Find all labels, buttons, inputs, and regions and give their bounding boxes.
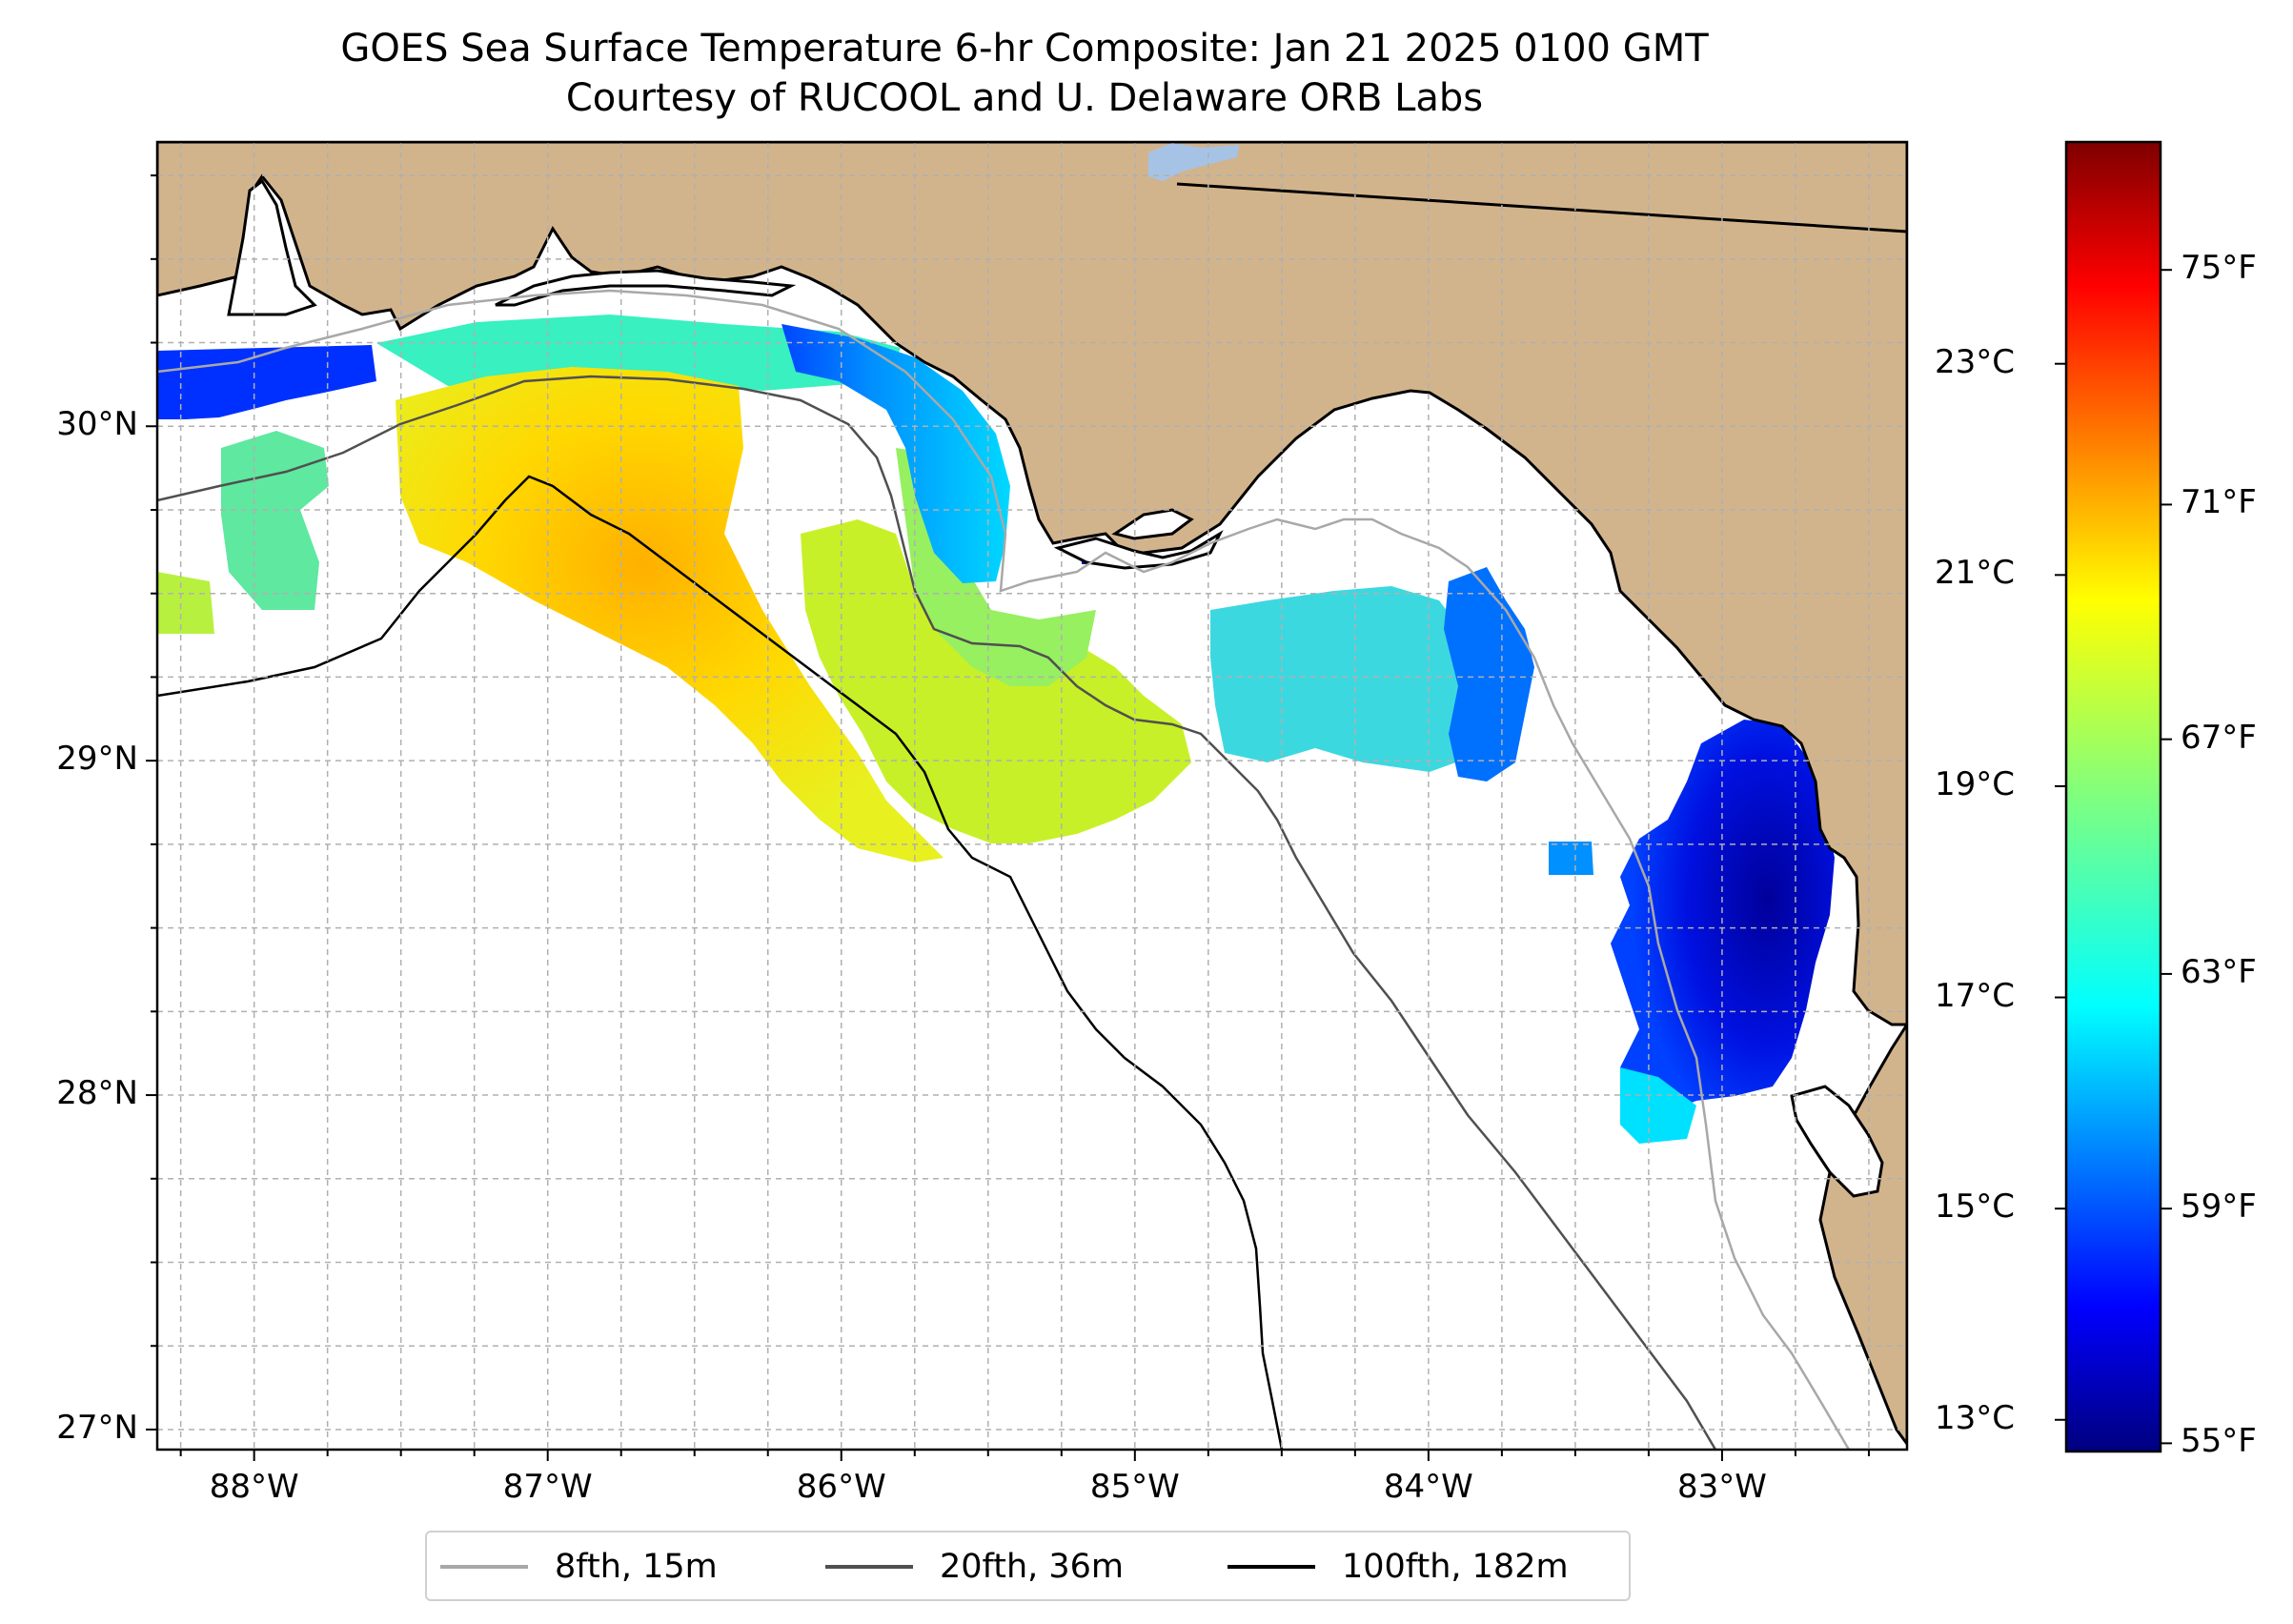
legend-line-20fth [825,1565,913,1569]
colorbar-celsius-13: 13°C [1935,1398,2016,1437]
colorbar-fahrenheit-75: 75°F [2181,249,2257,288]
lon-label-85w: 85°W [1089,1468,1180,1506]
inland-lake [1148,143,1239,181]
contour-100fth-182m [157,475,1284,1450]
lon-label-86w: 86°W [796,1468,886,1506]
state-boundary-line [1176,182,1907,233]
contour-legend: 8fth, 15m 20fth, 36m 100fth, 182m [425,1531,1631,1601]
map-gridlines [157,142,1907,1450]
lat-label-27n: 27°N [56,1408,138,1447]
colorbar-celsius-19: 19°C [1935,764,2016,803]
lon-label-84w: 84°W [1383,1468,1473,1506]
map-plot-area [157,142,1907,1450]
legend-item-8fth: 8fth, 15m [440,1546,718,1588]
lon-label-83w: 83°W [1676,1468,1767,1506]
sst-region-west-offshore-patch [221,431,329,610]
legend-label-20fth: 20fth, 36m [940,1548,1125,1586]
sst-region-big-bend-offshore [1210,586,1506,772]
colorbar-celsius-21: 21°C [1935,554,2016,593]
land-mass [157,142,1907,1447]
sst-region-alabama-coast-cold [157,345,376,419]
map-axis-ticks [146,174,1870,1461]
legend-line-8fth [440,1565,528,1569]
lat-label-28n: 28°N [56,1074,138,1113]
colorbar-fahrenheit-71: 71°F [2181,483,2257,522]
colorbar-celsius-17: 17°C [1935,976,2016,1015]
colorbar-celsius-15: 15°C [1935,1188,2016,1227]
colorbar [2064,140,2162,1453]
map-title-line-1: GOES Sea Surface Temperature 6-hr Compos… [340,27,1709,71]
sst-region-st-andrew-coast-cool [781,324,1010,583]
legend-item-100fth: 100fth, 182m [1228,1546,1569,1588]
colorbar-fahrenheit-67: 67°F [2181,718,2257,757]
legend-line-100fth [1228,1565,1315,1569]
legend-label-8fth: 8fth, 15m [555,1548,718,1586]
contour-8fth-15m [157,289,1851,1450]
lat-label-29n: 29°N [56,740,138,779]
legend-item-20fth: 20fth, 36m [825,1546,1124,1588]
legend-label-100fth: 100fth, 182m [1342,1548,1569,1586]
colorbar-celsius-23: 23°C [1935,342,2016,381]
lon-label-87w: 87°W [502,1468,593,1506]
colorbar-fahrenheit-55: 55°F [2181,1422,2257,1461]
lat-label-30n: 30°N [56,405,138,444]
sst-region-small-cold-patch [1549,842,1593,875]
sst-region-mobile-offshore-warm [396,367,944,863]
map-title-line-2: Courtesy of RUCOOL and U. Delaware ORB L… [565,76,1484,120]
lon-label-88w: 88°W [209,1468,299,1506]
sst-region-west-edge-patch [157,572,214,634]
sst-region-tampa-south-fringe [1620,1067,1696,1144]
map-frame [155,140,1909,1451]
sst-region-central-shelf-warm [801,519,1191,843]
colorbar-ticks [2055,269,2172,1445]
colorbar-fahrenheit-59: 59°F [2181,1188,2257,1227]
colorbar-fahrenheit-63: 63°F [2181,952,2257,991]
sst-region-coastal-band [376,315,901,391]
